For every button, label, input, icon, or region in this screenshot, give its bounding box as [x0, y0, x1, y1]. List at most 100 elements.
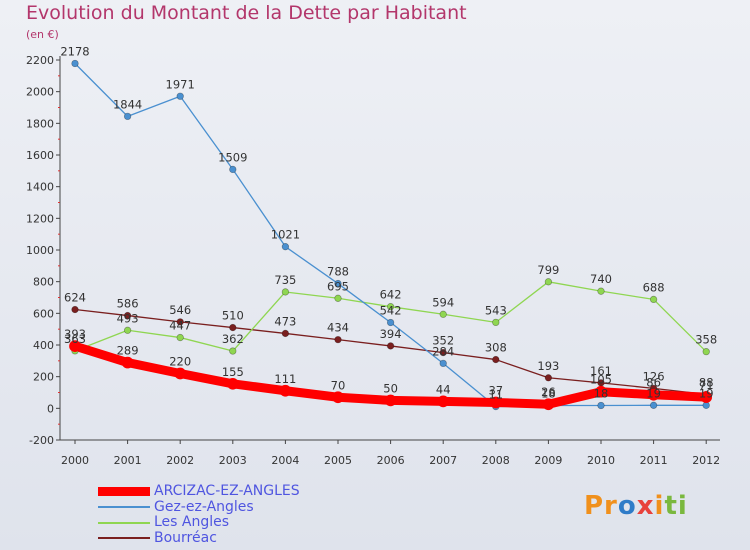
data-point: [176, 92, 184, 100]
data-label: 688: [643, 280, 665, 294]
data-label: 155: [222, 365, 244, 379]
y-tick-label: 1600: [26, 149, 54, 162]
y-tick-label: 1000: [26, 244, 54, 257]
data-point: [386, 303, 395, 311]
data-point: [489, 396, 502, 409]
legend-swatch-bourreac: [98, 537, 150, 540]
data-label: 18: [594, 386, 609, 400]
x-tick-label: 2011: [640, 454, 668, 467]
data-point: [492, 355, 500, 364]
data-label: 594: [432, 295, 454, 309]
data-label: 473: [274, 314, 296, 328]
data-point: [544, 374, 553, 382]
x-tick-label: 2006: [377, 454, 405, 467]
data-label: 1509: [218, 150, 247, 164]
data-point: [649, 295, 658, 304]
legend-label: Bourréac: [154, 529, 217, 546]
data-point: [386, 342, 395, 350]
data-label: 193: [537, 359, 559, 373]
data-label: 44: [436, 382, 451, 396]
data-label: 642: [380, 288, 402, 302]
data-label: 1971: [166, 77, 195, 91]
chart-title: Evolution du Montant de la Dette par Hab…: [26, 2, 467, 24]
data-point: [542, 398, 555, 411]
y-tick-label: 600: [33, 307, 54, 320]
y-tick-label: 1800: [26, 117, 54, 130]
data-point: [597, 287, 605, 295]
x-tick-label: 2002: [166, 454, 194, 467]
data-point: [123, 112, 132, 121]
data-point: [334, 294, 342, 302]
data-label: 1844: [113, 97, 142, 111]
data-point: [544, 278, 553, 286]
x-tick-label: 2004: [271, 454, 299, 467]
legend-label: ARCIZAC-EZ-ANGLES: [154, 483, 300, 499]
y-tick-label: 200: [33, 371, 54, 384]
data-point: [174, 367, 187, 380]
data-label: 695: [327, 279, 349, 293]
data-label: 70: [331, 378, 346, 392]
data-point: [123, 326, 132, 334]
data-point: [702, 401, 710, 409]
data-point: [595, 385, 607, 398]
legend-item-bourreac: Bourréac: [98, 529, 300, 547]
x-tick-label: 2000: [61, 454, 89, 467]
data-label: 358: [695, 333, 717, 347]
legend-label: Les Angles: [154, 514, 230, 530]
data-label: 1021: [271, 228, 300, 242]
y-tick-label: 800: [33, 276, 54, 289]
x-tick-label: 2012: [692, 454, 720, 467]
data-point: [281, 288, 290, 296]
data-point: [439, 359, 447, 368]
data-label: 740: [590, 272, 612, 286]
data-label: 788: [327, 265, 349, 279]
data-point: [597, 401, 605, 410]
data-point: [702, 348, 710, 356]
data-label: 289: [117, 344, 139, 358]
data-point: [492, 318, 500, 327]
data-label: 542: [380, 304, 402, 318]
data-label: 543: [485, 303, 507, 317]
data-point: [123, 311, 132, 320]
y-tick-label: 1400: [26, 181, 54, 194]
data-label: 11: [488, 388, 503, 402]
data-label: 447: [169, 319, 191, 333]
data-label: 493: [117, 311, 139, 325]
data-label: 19: [699, 386, 714, 400]
x-tick-label: 2010: [587, 454, 615, 467]
data-label: 586: [117, 297, 139, 311]
data-point: [71, 59, 79, 68]
data-point: [69, 340, 81, 352]
x-tick-label: 2008: [482, 454, 510, 467]
data-label: 308: [485, 341, 507, 355]
x-tick-label: 2009: [534, 454, 562, 467]
data-point: [176, 318, 184, 326]
data-point: [226, 377, 239, 390]
data-label: 111: [274, 372, 296, 386]
data-point: [229, 323, 237, 332]
y-axis-unit-label: (en €): [26, 28, 59, 41]
y-tick-label: 0: [47, 402, 54, 415]
y-tick-label: 400: [33, 339, 54, 352]
legend-swatch-les-angles: [98, 521, 150, 524]
data-label: 799: [537, 263, 559, 277]
data-label: 2178: [60, 44, 89, 58]
data-label: 434: [327, 321, 349, 335]
data-point: [176, 333, 184, 342]
legend-label: Gez-ez-Angles: [154, 498, 254, 515]
data-label: 37: [488, 383, 503, 397]
data-point: [437, 395, 450, 408]
legend-item-arcizac: ARCIZAC-EZ-ANGLES: [98, 483, 300, 500]
data-label: 510: [222, 309, 244, 323]
data-point: [386, 318, 395, 327]
data-label: 352: [432, 334, 454, 348]
legend-swatch-gez: [98, 506, 150, 509]
data-label: 362: [222, 332, 244, 346]
data-label: 735: [274, 273, 296, 287]
line-chart: -200 0 200 400 600 800 1000 1200 1400 1600 1800 200…: [26, 44, 720, 467]
data-point: [121, 356, 134, 369]
data-point: [700, 391, 713, 403]
data-label: 546: [169, 303, 191, 317]
data-point: [332, 391, 344, 404]
data-point: [439, 310, 447, 318]
